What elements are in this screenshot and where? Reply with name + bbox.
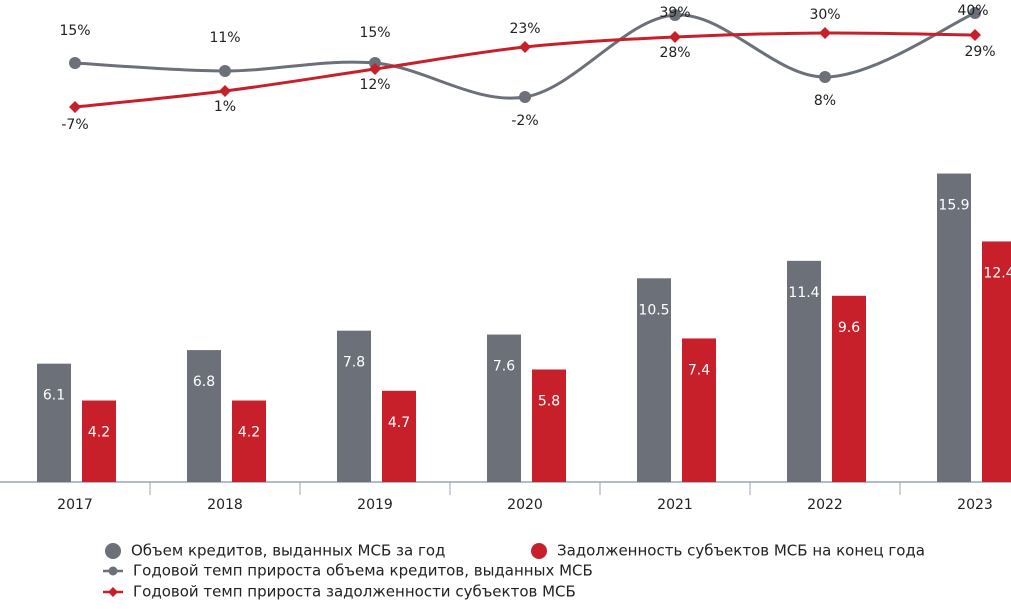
line-point (819, 27, 831, 39)
bar (487, 334, 521, 482)
bar-label: 10.5 (638, 302, 669, 318)
x-tick-label: 2020 (507, 497, 543, 513)
x-tick-label: 2019 (357, 497, 393, 513)
x-tick-label: 2017 (57, 497, 93, 513)
bar (382, 390, 416, 482)
point-label: 15% (359, 25, 390, 41)
legend-label: Задолженность субъектов МСБ на конец год… (557, 542, 925, 560)
point-label: 39% (659, 5, 690, 21)
point-label: -2% (511, 113, 538, 129)
bar-label: 6.8 (193, 374, 215, 390)
bar (682, 338, 716, 482)
line-point (969, 29, 981, 41)
line-point (219, 85, 231, 97)
legend-label: Годовой темп прироста объема кредитов, в… (133, 562, 593, 580)
line-point (369, 63, 381, 75)
bar (37, 363, 71, 482)
bar-label: 12.4 (983, 265, 1011, 281)
x-tick-label: 2021 (657, 497, 693, 513)
point-label: 12% (359, 77, 390, 93)
line-point (519, 91, 531, 103)
bar (232, 400, 266, 482)
point-label: 28% (659, 45, 690, 61)
bar (532, 369, 566, 482)
legend-label: Объем кредитов, выданных МСБ за год (131, 542, 445, 560)
point-label: 23% (509, 21, 540, 37)
bar-label: 5.8 (538, 393, 560, 409)
bar-label: 15.9 (938, 198, 969, 214)
bar-label: 4.2 (238, 425, 260, 441)
legend-marker (108, 587, 118, 597)
bar-label: 7.4 (688, 362, 710, 378)
point-label: -7% (61, 117, 88, 133)
bar-label: 9.6 (838, 320, 860, 336)
point-label: 11% (209, 30, 240, 46)
bar (937, 173, 971, 483)
point-label: 30% (809, 7, 840, 23)
line-point (219, 65, 231, 77)
bar (337, 330, 371, 482)
point-label: 40% (957, 3, 988, 19)
x-tick-label: 2018 (207, 497, 243, 513)
line-point (69, 101, 81, 113)
bar-label: 6.1 (43, 388, 65, 404)
bar (787, 260, 821, 482)
legend-marker (108, 566, 118, 576)
bar (832, 295, 866, 482)
bar-label: 11.4 (788, 285, 819, 301)
line-point (69, 57, 81, 69)
line-point (819, 71, 831, 83)
line-point (669, 9, 681, 21)
bar (637, 278, 671, 482)
legend-marker (531, 543, 547, 559)
line-point (969, 7, 981, 19)
bar (982, 241, 1011, 482)
bar-label: 4.2 (88, 425, 110, 441)
x-tick-label: 2023 (957, 497, 993, 513)
line-point (669, 31, 681, 43)
point-label: 1% (214, 99, 236, 115)
point-label: 15% (59, 23, 90, 39)
bar-label: 7.8 (343, 355, 365, 371)
bar (187, 350, 221, 482)
point-label: 8% (814, 93, 836, 109)
legend-marker (105, 543, 121, 559)
bar (82, 400, 116, 482)
point-label: 29% (964, 44, 995, 60)
bar-label: 4.7 (388, 415, 410, 431)
legend-label: Годовой темп прироста задолженности субъ… (133, 583, 576, 601)
line-point (519, 41, 531, 53)
x-tick-label: 2022 (807, 497, 843, 513)
bar-label: 7.6 (493, 359, 515, 375)
